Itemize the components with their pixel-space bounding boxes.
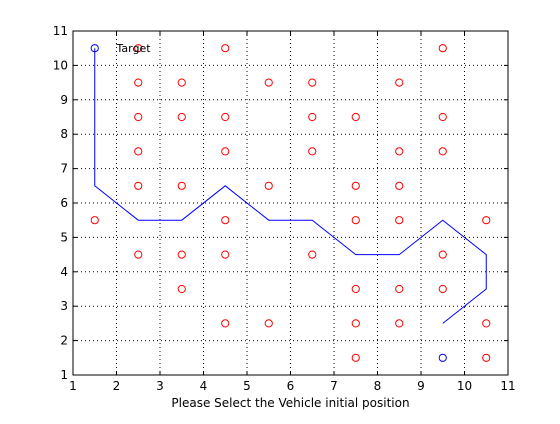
y-tick-label: 5	[60, 230, 68, 244]
obstacle-marker	[482, 216, 491, 225]
marker-series	[90, 44, 491, 362]
obstacle-marker	[438, 112, 447, 122]
endpoint-marker	[438, 353, 447, 362]
obstacle-marker	[134, 181, 143, 190]
x-tick-label: 5	[243, 379, 251, 393]
x-tick-label: 8	[374, 379, 382, 393]
x-tick-label: 2	[113, 379, 121, 393]
path-series	[94, 48, 487, 324]
obstacle-marker	[221, 44, 230, 53]
obstacle-marker	[351, 284, 360, 294]
obstacle-marker	[351, 181, 360, 190]
obstacle-marker	[221, 216, 230, 225]
x-tick-label: 4	[200, 379, 208, 393]
annotations: Target	[116, 42, 152, 55]
obstacle-marker	[177, 250, 186, 259]
obstacle-marker	[177, 112, 186, 122]
x-tick-label: 1	[69, 379, 77, 393]
obstacle-marker	[395, 216, 404, 225]
obstacle-marker	[351, 319, 360, 328]
obstacle-marker	[221, 147, 230, 156]
obstacle-marker	[221, 250, 230, 259]
obstacle-marker	[264, 78, 273, 87]
x-tick-label: 6	[287, 379, 295, 393]
obstacle-marker	[351, 353, 360, 362]
obstacle-marker	[395, 181, 404, 190]
axis-ticks	[72, 30, 509, 376]
obstacle-marker	[264, 319, 273, 328]
obstacle-marker	[177, 78, 186, 87]
x-tick-label: 10	[457, 379, 472, 393]
obstacle-marker	[221, 319, 230, 328]
y-tick-label: 2	[60, 334, 68, 348]
x-tick-label: 7	[330, 379, 338, 393]
endpoint-marker	[90, 44, 99, 53]
target-annotation: Target	[116, 42, 152, 55]
obstacle-marker	[395, 284, 404, 294]
y-tick-label: 3	[60, 299, 68, 313]
obstacle-marker	[308, 112, 317, 122]
obstacle-marker	[438, 284, 447, 294]
obstacle-marker	[134, 147, 143, 156]
obstacle-marker	[395, 78, 404, 87]
obstacle-marker	[482, 353, 491, 362]
obstacle-marker	[177, 284, 186, 294]
obstacle-marker	[395, 147, 404, 156]
obstacle-marker	[264, 181, 273, 190]
y-tick-label: 10	[53, 58, 68, 72]
x-axis-label: Please Select the Vehicle initial positi…	[171, 396, 409, 410]
obstacle-marker	[90, 216, 99, 225]
y-tick-label: 7	[60, 162, 68, 176]
obstacle-marker	[438, 147, 447, 156]
y-tick-label: 6	[60, 196, 68, 210]
obstacle-marker	[134, 112, 143, 122]
obstacle-marker	[134, 78, 143, 87]
obstacle-marker	[134, 250, 143, 259]
x-tick-label: 9	[417, 379, 425, 393]
path-line	[94, 48, 487, 324]
obstacle-marker	[482, 319, 491, 328]
obstacle-marker	[134, 44, 143, 53]
x-tick-label: 11	[500, 379, 515, 393]
obstacle-marker	[308, 147, 317, 156]
obstacle-marker	[308, 78, 317, 87]
obstacle-marker	[438, 250, 447, 259]
obstacle-marker	[351, 112, 360, 122]
y-tick-label: 4	[60, 265, 68, 279]
y-tick-label: 9	[60, 93, 68, 107]
obstacle-marker	[438, 44, 447, 53]
y-tick-label: 8	[60, 127, 68, 141]
obstacle-marker	[351, 216, 360, 225]
y-tick-label: 1	[60, 368, 68, 382]
obstacle-marker	[221, 112, 230, 122]
obstacle-marker	[177, 181, 186, 190]
obstacle-marker	[395, 319, 404, 328]
x-tick-label: 3	[156, 379, 164, 393]
obstacle-marker	[308, 250, 317, 259]
y-tick-label: 11	[53, 24, 68, 38]
